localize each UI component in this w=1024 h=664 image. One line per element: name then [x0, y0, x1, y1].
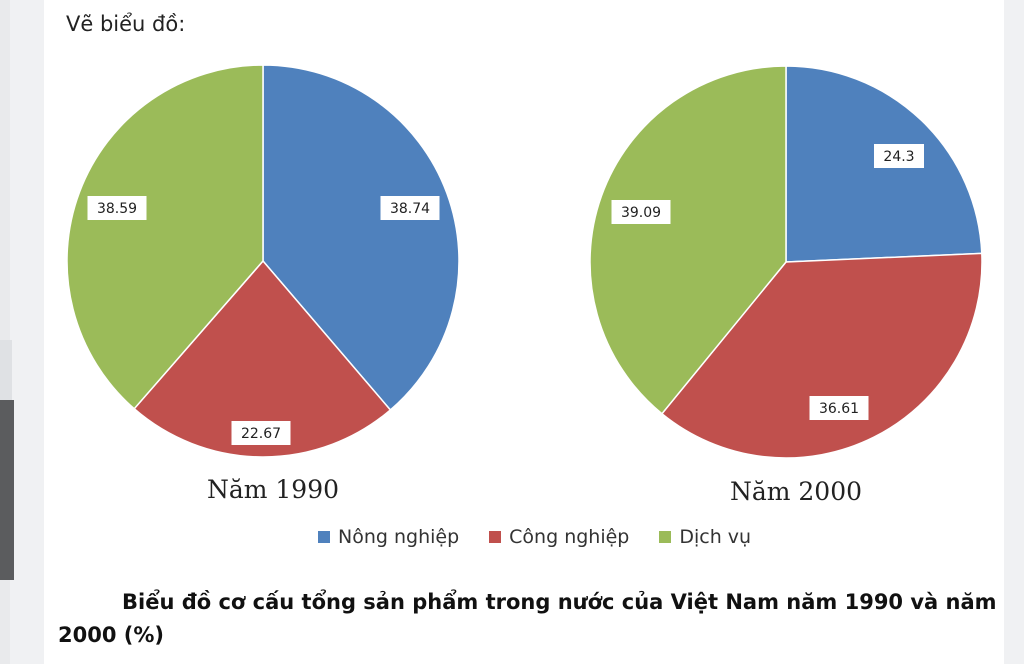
legend-item-nong-nghiep: Nông nghiệp [318, 526, 459, 548]
legend-label-dich-vu: Dịch vụ [679, 526, 752, 548]
pie-title: Năm 1990 [207, 475, 339, 504]
left-edge-strip [0, 0, 10, 664]
data-label-nong-nghiep: 24.3 [883, 149, 914, 165]
left-edge-scroll-bar[interactable] [0, 400, 14, 580]
data-label-dich-vu: 39.09 [621, 205, 661, 221]
legend-label-cong-nghiep: Công nghiệp [509, 526, 630, 548]
pie-slice-cong-nghiep [660, 252, 983, 459]
pie-chart-1990: 38.74 22.67 38.59 Năm 1990 [66, 64, 460, 504]
pie-chart-2000: 24.3 36.61 39.09 Năm 2000 [589, 65, 983, 506]
data-label-box-nong-nghiep [380, 196, 440, 220]
legend-item-cong-nghiep: Công nghiệp [489, 526, 629, 548]
data-label-box-dich-vu [87, 196, 147, 220]
data-label-cong-nghiep: 36.61 [819, 401, 859, 417]
chart-caption: Biểu đồ cơ cấu tổng sản phẩm trong nước … [58, 590, 997, 647]
data-label-dich-vu: 38.59 [97, 201, 137, 217]
legend-swatch-cong-nghiep [489, 531, 502, 543]
data-label-box-cong-nghiep [231, 421, 291, 445]
data-label-cong-nghiep: 22.67 [241, 426, 281, 442]
pie-slice-nong-nghiep [262, 64, 460, 412]
legend-swatch-dich-vu [659, 531, 672, 543]
legend-swatch-nong-nghiep [318, 531, 330, 543]
data-label-box-nong-nghiep [874, 144, 924, 168]
legend: Nông nghiệp Công nghiệp Dịch vụ [318, 526, 751, 548]
pie-slice-dich-vu [66, 64, 264, 410]
left-edge-light-block [0, 340, 12, 400]
data-label-box-dich-vu [611, 200, 671, 224]
legend-label-nong-nghiep: Nông nghiệp [338, 526, 460, 548]
intro-text: Vẽ biểu đồ: [66, 12, 186, 36]
pie-slice-cong-nghiep [133, 259, 392, 458]
pie-slice-dich-vu [589, 65, 787, 415]
data-label-box-cong-nghiep [809, 396, 869, 420]
pie-title: Năm 2000 [730, 477, 862, 506]
legend-item-dich-vu: Dịch vụ [659, 526, 751, 548]
data-label-nong-nghiep: 38.74 [390, 201, 430, 217]
